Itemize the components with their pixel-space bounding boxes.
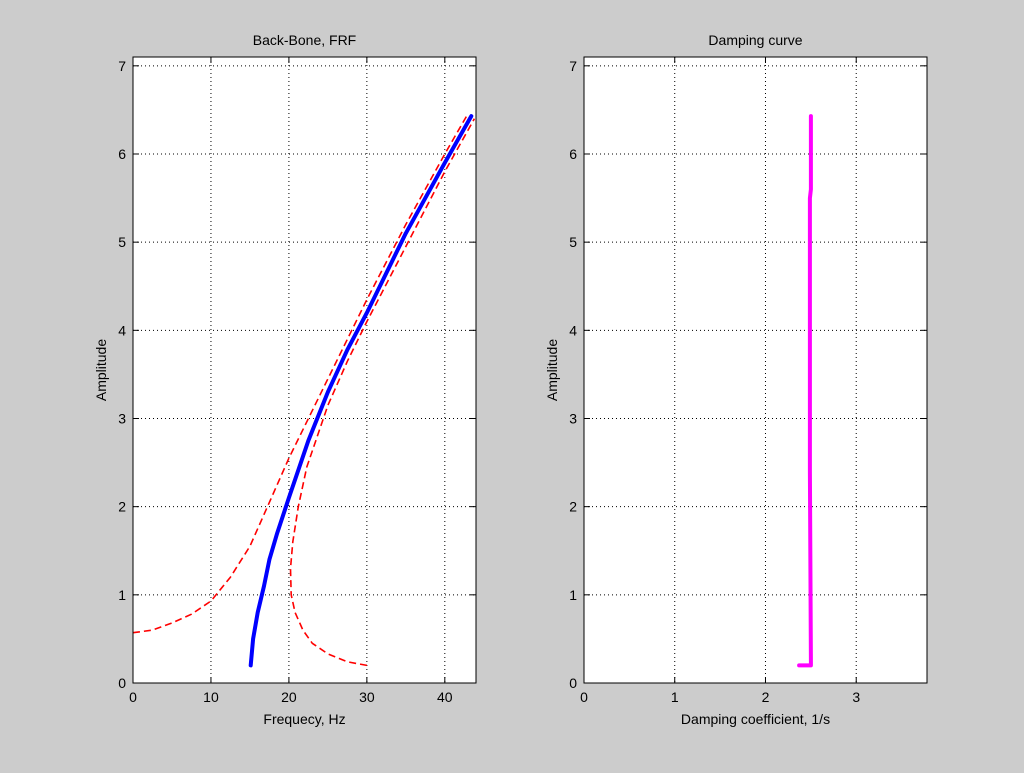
y-tick-labels: 0 1 2 3 4 5 6 7 xyxy=(118,58,126,691)
y-tick-labels: 0 1 2 3 4 5 6 7 xyxy=(569,58,577,691)
damping-curve-axes: 0 1 2 3 0 1 2 3 4 5 6 7 Damping curve Damping coef… xyxy=(544,32,928,727)
x-tick-label: 0 xyxy=(129,689,137,705)
y-tick-label: 4 xyxy=(569,322,577,338)
chart-title: Back-Bone, FRF xyxy=(253,32,356,48)
x-tick-labels: 0 1 2 3 xyxy=(580,689,860,705)
x-axis-label: Frequecy, Hz xyxy=(263,711,345,727)
y-axis-label: Amplitude xyxy=(544,339,560,401)
frf-upper-line xyxy=(132,115,468,634)
x-tick-label: 10 xyxy=(203,689,219,705)
y-tick-label: 5 xyxy=(569,234,577,250)
chart-title: Damping curve xyxy=(708,32,802,48)
x-tick-label: 30 xyxy=(359,689,375,705)
y-tick-label: 2 xyxy=(118,499,126,515)
backbone-frf-axes: 0 10 20 30 40 0 1 2 3 4 5 6 7 Back-Bone, FRF Freque… xyxy=(93,32,477,727)
y-tick-label: 0 xyxy=(118,675,126,691)
x-tick-label: 0 xyxy=(580,689,588,705)
y-tick-label: 1 xyxy=(118,587,126,603)
damping-line xyxy=(797,114,813,668)
x-tick-labels: 0 10 20 30 40 xyxy=(129,689,453,705)
y-tick-label: 6 xyxy=(569,146,577,162)
y-tick-label: 3 xyxy=(569,410,577,426)
data-series xyxy=(797,114,813,668)
x-tick-label: 20 xyxy=(281,689,297,705)
plot-area xyxy=(133,57,476,683)
y-tick-label: 0 xyxy=(569,675,577,691)
backbone-line xyxy=(248,114,474,668)
axes-frame xyxy=(583,56,928,684)
tick-marks xyxy=(132,57,476,684)
y-tick-label: 3 xyxy=(118,410,126,426)
y-tick-label: 4 xyxy=(118,322,126,338)
y-axis-label: Amplitude xyxy=(93,339,109,401)
plot-area xyxy=(584,57,927,683)
x-tick-label: 3 xyxy=(852,689,860,705)
y-tick-label: 1 xyxy=(569,587,577,603)
frf-lower-line xyxy=(289,118,476,667)
y-tick-label: 7 xyxy=(118,58,126,74)
axes-frame xyxy=(132,56,477,684)
y-tick-label: 6 xyxy=(118,146,126,162)
x-tick-label: 40 xyxy=(437,689,453,705)
x-tick-label: 1 xyxy=(671,689,679,705)
tick-marks xyxy=(583,57,927,684)
grid-lines xyxy=(584,57,927,683)
x-axis-label: Damping coefficient, 1/s xyxy=(681,711,830,727)
x-tick-label: 2 xyxy=(762,689,770,705)
data-series xyxy=(132,114,476,668)
y-tick-label: 2 xyxy=(569,499,577,515)
y-tick-label: 7 xyxy=(569,58,577,74)
y-tick-label: 5 xyxy=(118,234,126,250)
